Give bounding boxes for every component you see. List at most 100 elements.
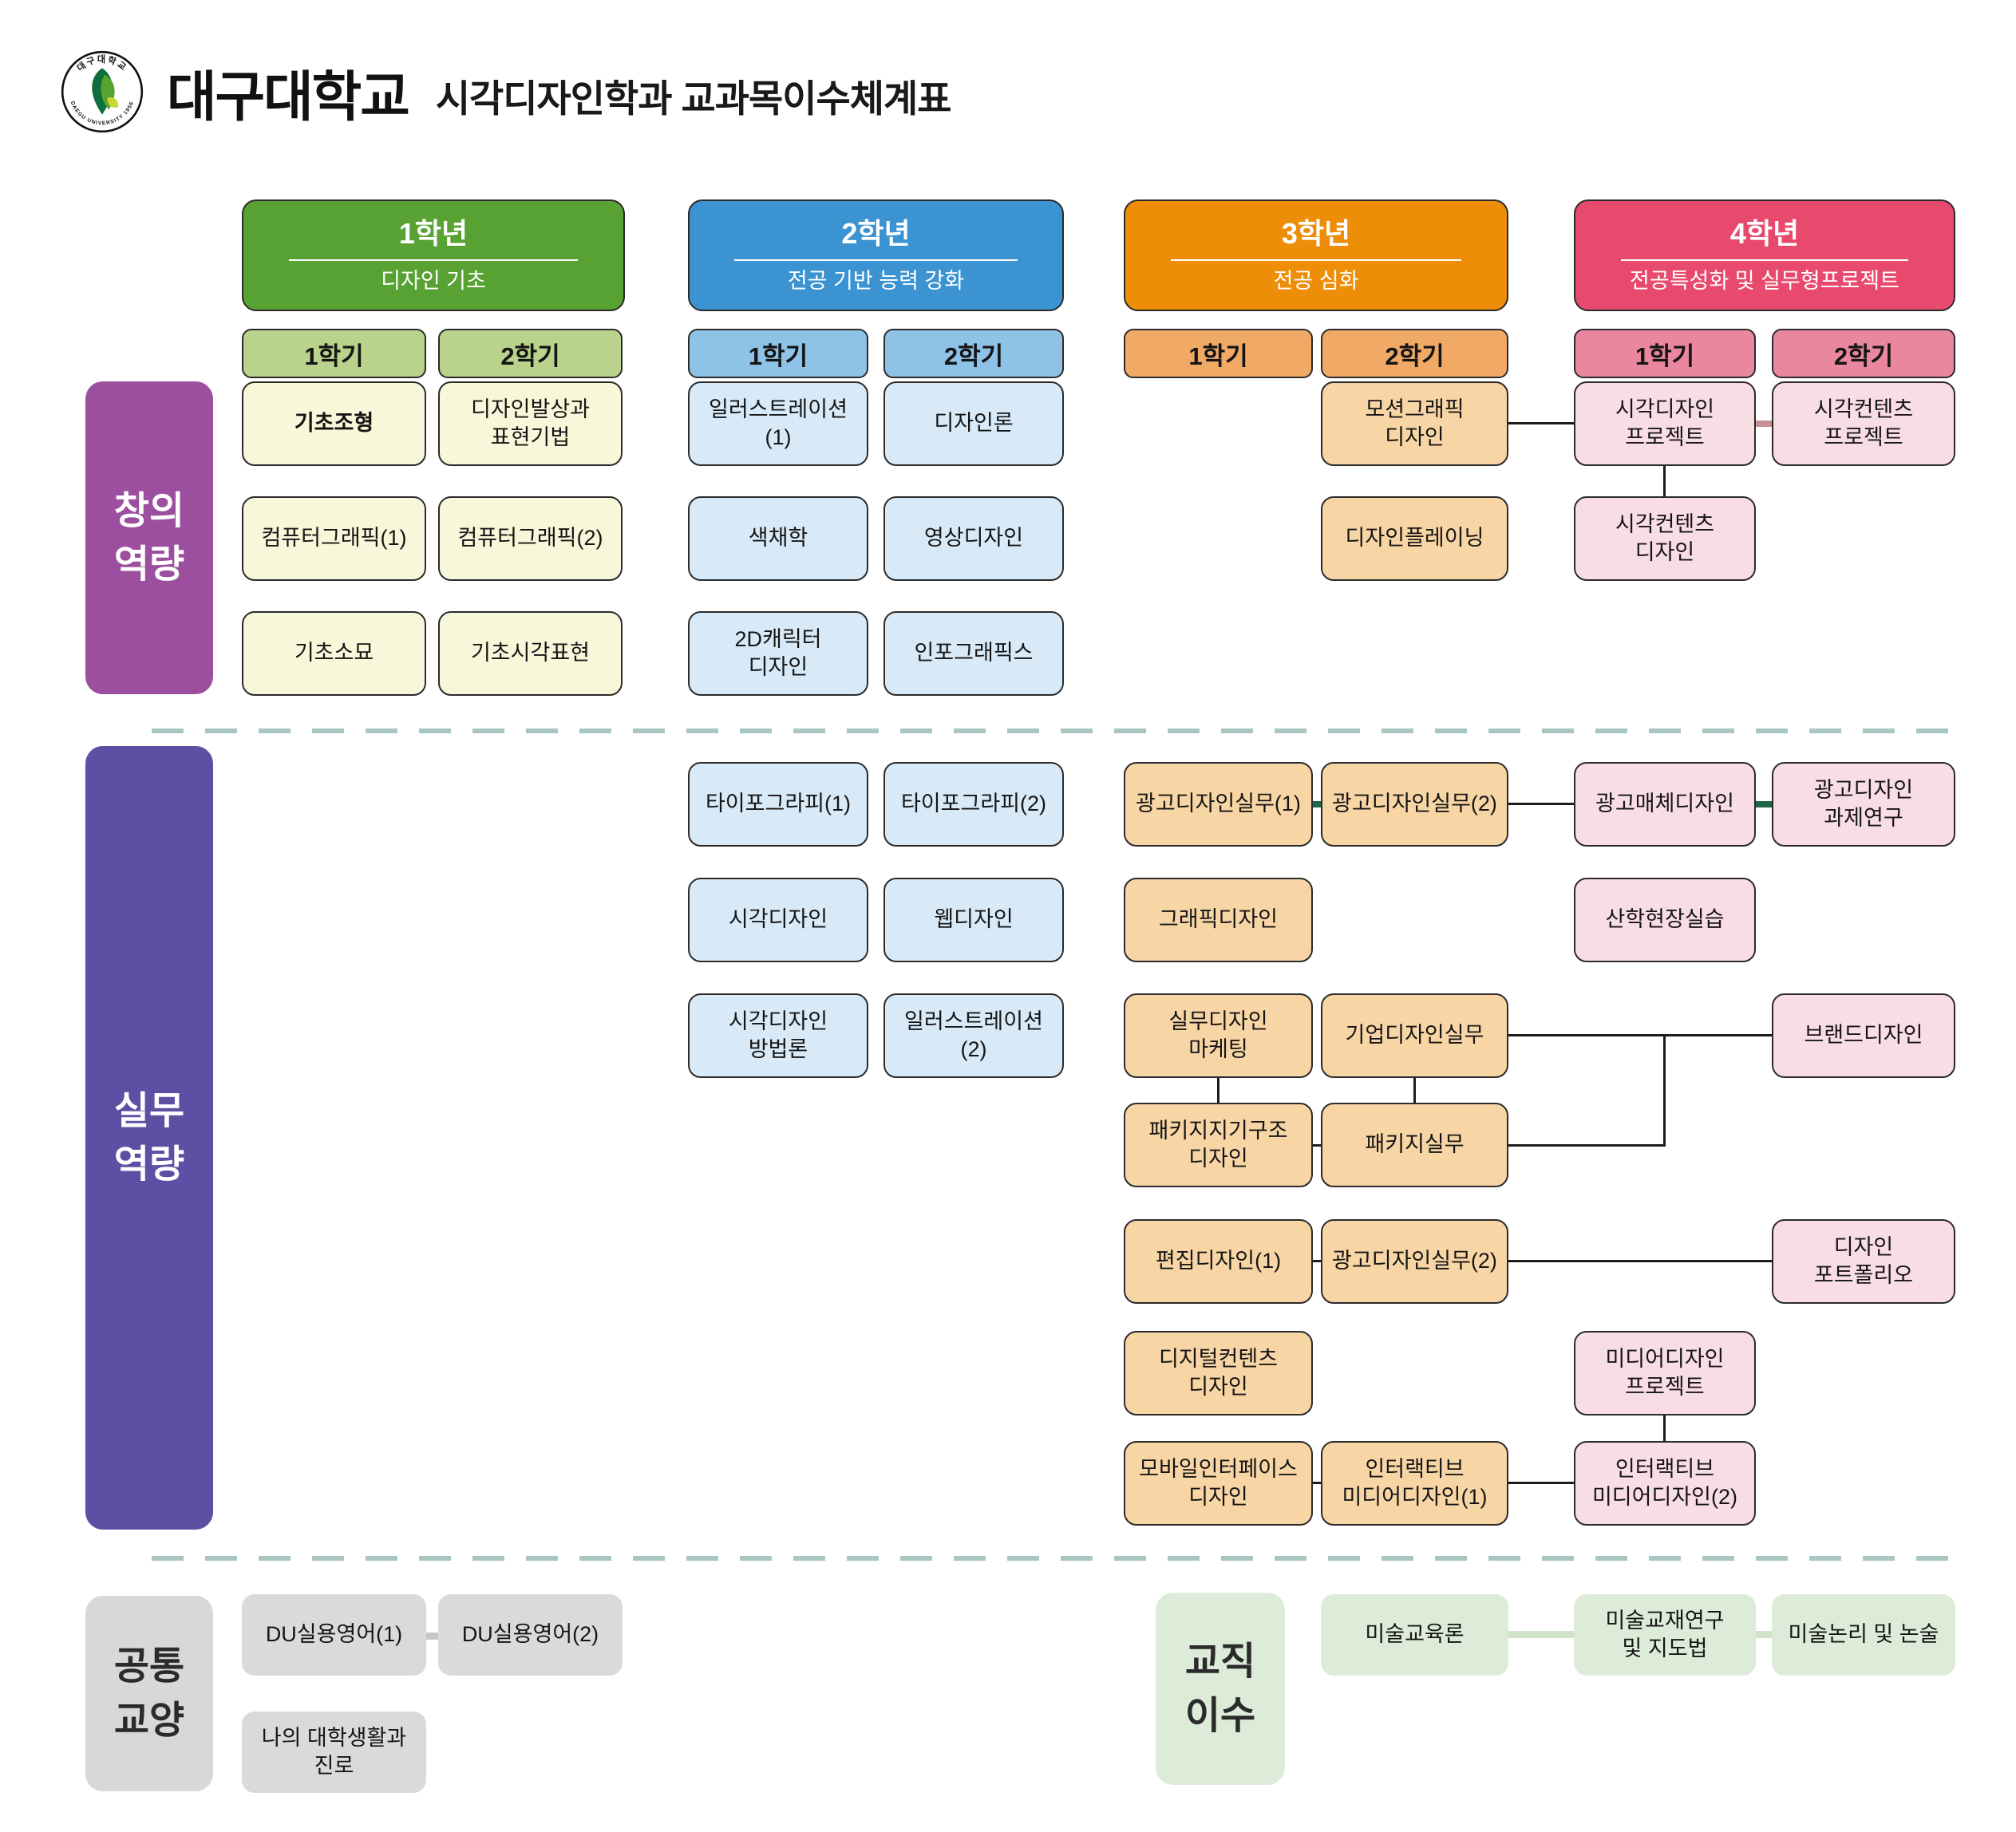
- connector-ad-practice2-to-ad-media: [1508, 803, 1574, 805]
- year-title: 4학년: [1729, 216, 1800, 250]
- connector-corp-design-to-pkg-practice: [1413, 1078, 1416, 1103]
- course-label: 광고디자인실무(1): [1136, 792, 1301, 816]
- course-box-infographics: 인포그래픽스: [883, 611, 1064, 696]
- course-label: 기초소묘: [294, 641, 374, 665]
- connector-ad-practice1-to-ad-practice2: [1313, 801, 1321, 807]
- semester-tab-y1-1: 1학기: [242, 329, 426, 378]
- course-label: 컴퓨터그래픽(1): [261, 526, 407, 551]
- course-box-design-portfolio: 디자인 포트폴리오: [1772, 1219, 1955, 1304]
- course-box-interactive1: 인터랙티브 미디어디자인(1): [1321, 1441, 1508, 1526]
- course-box-my-campus-life: 나의 대학생활과 진로: [242, 1712, 426, 1793]
- course-label: 컴퓨터그래픽(2): [457, 526, 603, 551]
- connector-art-education-to-art-materials: [1508, 1631, 1574, 1638]
- course-box-visual-design: 시각디자인: [688, 878, 868, 962]
- course-box-basic-visual: 기초시각표현: [438, 611, 623, 696]
- course-box-ad-research: 광고디자인 과제연구: [1772, 762, 1955, 847]
- brand-header: 대구대학교 DAEGU UNIVERSITY 1956 대구대학교 시각디자인학…: [60, 49, 951, 134]
- course-label: 디자인플레이닝: [1345, 526, 1484, 551]
- course-box-editorial1: 편집디자인(1): [1124, 1219, 1313, 1304]
- connector-vd-project-to-vc-project: [1756, 420, 1772, 427]
- course-box-illust1: 일러스트레이션(1): [688, 381, 868, 466]
- connector-ad-media-to-ad-research: [1756, 801, 1772, 807]
- course-label: 미술교재연구 및 지도법: [1605, 1608, 1725, 1660]
- year-header-y1: 1학년 디자인 기초: [242, 199, 625, 311]
- course-label: 디자인발상과 표현기법: [470, 397, 591, 449]
- competency-label-practical: 실무 역량: [85, 746, 213, 1530]
- year-divider-line: [289, 259, 578, 261]
- course-box-motion-graphic: 모션그래픽 디자인: [1321, 381, 1508, 466]
- course-box-practical-mkt: 실무디자인 마케팅: [1124, 993, 1313, 1078]
- semester-tab-y1-2: 2학기: [438, 329, 623, 378]
- course-box-vc-design: 시각컨텐츠 디자인: [1574, 496, 1756, 581]
- course-box-illust2: 일러스트레이션(2): [883, 993, 1064, 1078]
- course-label: 기업디자인실무: [1345, 1023, 1484, 1048]
- year-subtitle: 전공 심화: [1273, 268, 1359, 293]
- semester-tab-y3-2: 2학기: [1321, 329, 1508, 378]
- course-label: 인터랙티브 미디어디자인(2): [1591, 1456, 1738, 1509]
- course-label: 디자인론: [934, 411, 1014, 436]
- course-box-basic-drawing: 기초소묘: [242, 611, 426, 696]
- connector-pkg-practice-to-brand-design: [1663, 1034, 1666, 1147]
- course-box-char2d: 2D캐릭터 디자인: [688, 611, 868, 696]
- year-subtitle: 전공 기반 능력 강화: [787, 268, 965, 293]
- course-label: 시각컨텐츠 디자인: [1615, 511, 1715, 564]
- course-box-video-design: 영상디자인: [883, 496, 1064, 581]
- course-label: 인포그래픽스: [914, 641, 1034, 665]
- course-box-graphic-design: 그래픽디자인: [1124, 878, 1313, 962]
- course-label: 인터랙티브 미디어디자인(1): [1342, 1456, 1488, 1509]
- course-box-mobile-interface: 모바일인터페이스 디자인: [1124, 1441, 1313, 1526]
- semester-tab-y4-1: 1학기: [1574, 329, 1756, 378]
- course-box-ad-practice2: 광고디자인실무(2): [1321, 762, 1508, 847]
- course-box-art-materials: 미술교재연구 및 지도법: [1574, 1594, 1756, 1676]
- year-divider-line: [1171, 259, 1461, 261]
- course-label: 패키지지기구조 디자인: [1148, 1118, 1288, 1171]
- connector-du-english1-to-du-english2: [426, 1633, 438, 1640]
- course-label: 시각디자인 방법론: [728, 1009, 828, 1061]
- connector-pkg-practice-to-brand-design: [1508, 1144, 1666, 1147]
- course-box-design-ideation: 디자인발상과 표현기법: [438, 381, 623, 466]
- year-divider-line: [734, 259, 1018, 261]
- course-label: 타이포그라피(1): [705, 792, 852, 816]
- connector-motion-graphic-to-vd-project: [1508, 422, 1574, 424]
- course-label: 2D캐릭터 디자인: [734, 626, 822, 679]
- course-box-cg1: 컴퓨터그래픽(1): [242, 496, 426, 581]
- competency-label-teaching: 교직 이수: [1156, 1593, 1285, 1785]
- course-label: 시각디자인: [728, 907, 828, 932]
- course-box-du-english1: DU실용영어(1): [242, 1594, 426, 1676]
- year-divider-line: [1620, 259, 1909, 261]
- course-box-color-science: 색채학: [688, 496, 868, 581]
- course-label: 산학현장실습: [1605, 907, 1725, 932]
- connector-pkg-structure-to-pkg-practice: [1313, 1144, 1321, 1147]
- course-label: 미디어디자인 프로젝트: [1605, 1346, 1725, 1399]
- section-divider: [152, 1556, 1951, 1561]
- course-box-pkg-structure: 패키지지기구조 디자인: [1124, 1103, 1313, 1187]
- course-box-pkg-practice: 패키지실무: [1321, 1103, 1508, 1187]
- course-label: 모션그래픽 디자인: [1365, 397, 1465, 449]
- competency-label-common: 공통 교양: [85, 1596, 213, 1791]
- course-box-vd-project: 시각디자인 프로젝트: [1574, 381, 1756, 466]
- section-divider: [152, 728, 1951, 733]
- semester-tab-y2-2: 2학기: [883, 329, 1064, 378]
- course-box-media-project: 미디어디자인 프로젝트: [1574, 1331, 1756, 1415]
- connector-art-materials-to-art-logic: [1756, 1631, 1772, 1638]
- year-header-y2: 2학년 전공 기반 능력 강화: [688, 199, 1064, 311]
- course-box-design-planning: 디자인플레이닝: [1321, 496, 1508, 581]
- course-label: 광고매체디자인: [1595, 792, 1734, 816]
- course-label: 기초시각표현: [470, 641, 591, 665]
- year-title: 1학년: [398, 216, 468, 250]
- course-label: 패키지실무: [1365, 1132, 1465, 1157]
- course-box-basic-form: 기초조형: [242, 381, 426, 466]
- logo-leaf-light: [107, 97, 119, 108]
- semester-tab-y2-1: 1학기: [688, 329, 868, 378]
- course-label: 디지털컨텐츠 디자인: [1158, 1346, 1279, 1399]
- course-label: 실무디자인 마케팅: [1168, 1009, 1268, 1061]
- course-box-art-logic: 미술논리 및 논술: [1772, 1594, 1955, 1676]
- university-name: 대구대학교: [167, 66, 410, 128]
- year-subtitle: 전공특성화 및 실무형프로젝트: [1630, 268, 1899, 293]
- course-label: 광고디자인실무(2): [1332, 792, 1497, 816]
- course-box-field-practice: 산학현장실습: [1574, 878, 1756, 962]
- year-title: 3학년: [1281, 216, 1351, 250]
- course-label: 디자인 포트폴리오: [1813, 1234, 1914, 1287]
- course-box-brand-design: 브랜드디자인: [1772, 993, 1955, 1078]
